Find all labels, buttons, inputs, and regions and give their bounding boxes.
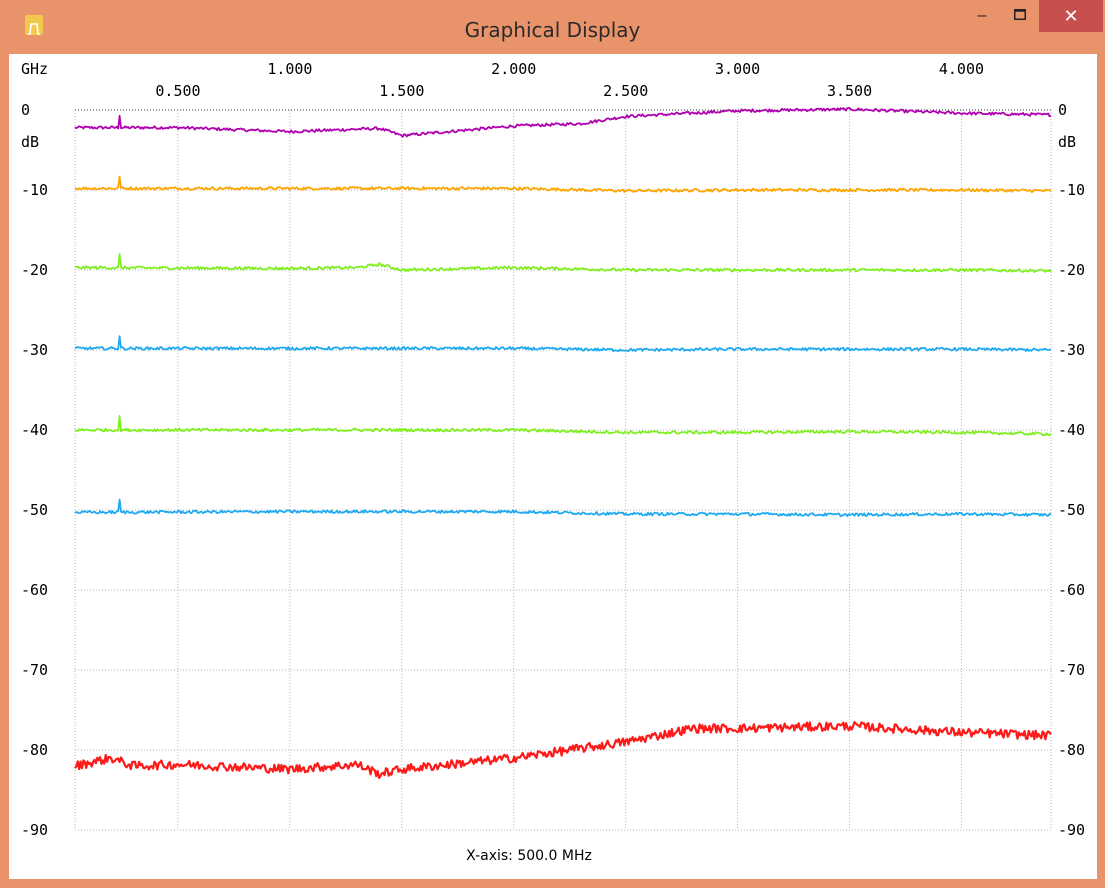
- series-line: [74, 721, 1052, 780]
- series-line: [74, 414, 1052, 437]
- y-tick-label-right: -80: [1058, 741, 1085, 759]
- y-tick-label-left: 0: [21, 101, 30, 119]
- close-button[interactable]: ✕: [1039, 0, 1103, 32]
- minimize-icon: –: [977, 7, 987, 24]
- y-tick-label-left: -90: [21, 821, 48, 839]
- y-tick-label-right: -90: [1058, 821, 1085, 839]
- spectrum-chart: 0 0 -10 -10 -20 -20 -30 -30 -40 -40 -50 -50 -60 -60 -7…: [21, 60, 1085, 864]
- x-tick-label-bottom: 3.500: [827, 82, 872, 100]
- series-line: [74, 106, 1051, 138]
- x-unit-label: GHz: [21, 60, 48, 78]
- x-axis-scale-caption: X-axis: 500.0 MHz: [466, 848, 592, 864]
- y-tick-label-left: -20: [21, 261, 48, 279]
- x-tick-label-bottom: 2.500: [603, 82, 648, 100]
- series-line: [74, 253, 1052, 274]
- plot-area: 0 0 -10 -10 -20 -20 -30 -30 -40 -40 -50 -50 -60 -60 -7…: [9, 54, 1097, 879]
- axis-labels: 0 0 -10 -10 -20 -20 -30 -30 -40 -40 -50 -50 -60 -60 -7…: [21, 60, 1085, 839]
- title-bar[interactable]: Graphical Display – ✕: [0, 0, 1105, 47]
- y-tick-label-right: -50: [1058, 501, 1085, 519]
- maximize-icon: [1014, 7, 1026, 25]
- y-tick-label-left: -50: [21, 501, 48, 519]
- y-tick-label-right: -30: [1058, 341, 1085, 359]
- x-tick-label-bottom: 0.500: [155, 82, 200, 100]
- y-tick-label-left: -10: [21, 181, 48, 199]
- y-tick-label-right: 0: [1058, 101, 1067, 119]
- y-tick-label-left: -80: [21, 741, 48, 759]
- minimize-button[interactable]: –: [964, 0, 1000, 32]
- y-tick-label-left: -30: [21, 341, 48, 359]
- window-title: Graphical Display: [464, 18, 641, 42]
- y-tick-label-right: -40: [1058, 421, 1085, 439]
- maximize-button[interactable]: [1002, 0, 1038, 32]
- series-line: [74, 498, 1052, 518]
- x-tick-label-top: 3.000: [715, 60, 760, 78]
- series-line: [74, 175, 1052, 194]
- series-lines: [74, 106, 1052, 780]
- y-tick-label-right: -10: [1058, 181, 1085, 199]
- y-tick-label-right: -20: [1058, 261, 1085, 279]
- x-tick-label-top: 2.000: [491, 60, 536, 78]
- y-unit-label-left: dB: [21, 133, 39, 151]
- y-tick-label-left: -70: [21, 661, 48, 679]
- x-tick-label-top: 1.000: [267, 60, 312, 78]
- grid: [74, 109, 1052, 831]
- x-tick-label-top: 4.000: [939, 60, 984, 78]
- y-unit-label-right: dB: [1058, 133, 1076, 151]
- y-tick-label-left: -40: [21, 421, 48, 439]
- close-icon: ✕: [1063, 5, 1079, 26]
- y-tick-label-left: -60: [21, 581, 48, 599]
- y-tick-label-right: -70: [1058, 661, 1085, 679]
- y-tick-label-right: -60: [1058, 581, 1085, 599]
- series-line: [74, 335, 1052, 353]
- filter-passband-icon[interactable]: [25, 15, 43, 35]
- x-tick-label-bottom: 1.500: [379, 82, 424, 100]
